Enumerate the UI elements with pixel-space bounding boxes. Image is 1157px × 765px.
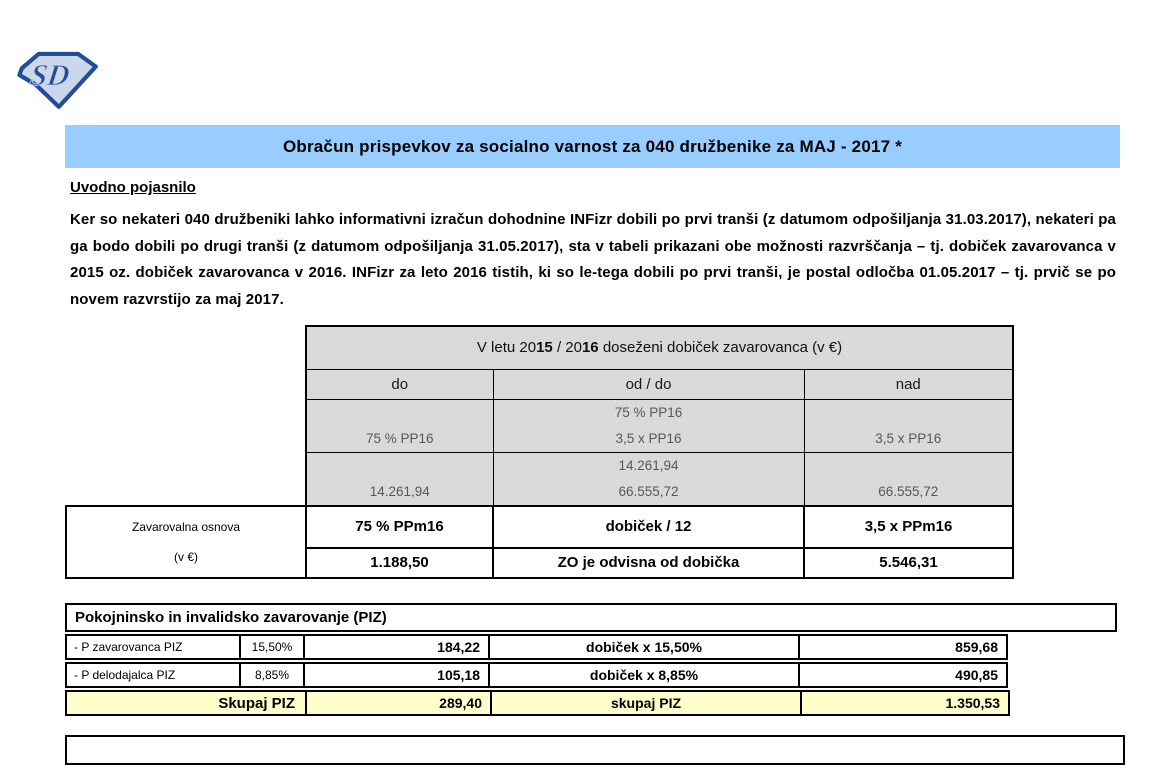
insurance-base-unit: (v €) xyxy=(174,549,198,564)
piz-total-amount2: 1.350,53 xyxy=(800,690,1010,716)
piz-row-label: - P zavarovanca PIZ xyxy=(65,634,241,660)
piz-total-label: Skupaj PIZ xyxy=(65,690,307,716)
spacer-cell xyxy=(66,452,306,506)
profit-table-title: V letu 2015 / 2016 doseženi dobiček zava… xyxy=(305,325,1014,370)
sd-shield-icon: SD xyxy=(17,51,98,109)
col-header-do: do xyxy=(305,368,494,400)
piz-row-formula: dobiček x 15,50% xyxy=(488,634,800,660)
base-formula-nad: 3,5 x PPm16 xyxy=(803,504,1014,549)
document-title-bar: Obračun prispevkov za socialno varnost z… xyxy=(65,125,1120,168)
piz-table-title: Pokojninsko in invalidsko zavarovanje (P… xyxy=(65,603,1117,632)
svg-text:SD: SD xyxy=(28,58,71,92)
spacer-cell xyxy=(66,326,306,369)
intro-paragraph: Ker so nekateri 040 družbeniki lahko inf… xyxy=(70,211,1116,308)
piz-row-zavarovanca: - P zavarovanca PIZ 15,50% 184,22 dobiče… xyxy=(65,634,1117,660)
company-logo: SD xyxy=(16,48,100,112)
base-formula-od-do: dobiček / 12 xyxy=(492,504,805,549)
piz-total-row: Skupaj PIZ 289,40 skupaj PIZ 1.350,53 xyxy=(65,690,1117,716)
pp-do-cell: 75 % PP16 xyxy=(305,398,494,453)
piz-row-rate: 8,85% xyxy=(239,662,305,688)
piz-row-amount2: 490,85 xyxy=(798,662,1008,688)
piz-row-rate: 15,50% xyxy=(239,634,305,660)
base-formula-do: 75 % PPm16 xyxy=(305,504,494,549)
piz-total-amount: 289,40 xyxy=(305,690,492,716)
spacer-cell xyxy=(66,369,306,399)
pp-od-value: 75 % PP16 xyxy=(614,404,683,420)
next-section-box xyxy=(65,735,1125,765)
insurance-base-label-cell: Zavarovalna osnova (v €) xyxy=(65,504,307,579)
document-title: Obračun prispevkov za socialno varnost z… xyxy=(282,136,903,156)
piz-table: Pokojninsko in invalidsko zavarovanje (P… xyxy=(65,603,1117,716)
piz-row-amount: 105,18 xyxy=(303,662,490,688)
pp-od-do-cell: 75 % PP16 3,5 x PP16 xyxy=(492,398,805,453)
piz-row-label: - P delodajalca PIZ xyxy=(65,662,241,688)
piz-total-formula: skupaj PIZ xyxy=(490,690,802,716)
pp-nad-cell: 3,5 x PP16 xyxy=(803,398,1014,453)
spacer-cell xyxy=(66,399,306,452)
profit-table-grid: V letu 2015 / 2016 doseženi dobiček zava… xyxy=(65,325,1014,579)
intro-heading: Uvodno pojasnilo xyxy=(70,179,196,196)
piz-row-amount: 184,22 xyxy=(303,634,490,660)
amount-do-value: 66.555,72 xyxy=(618,483,679,499)
piz-row-formula: dobiček x 8,85% xyxy=(488,662,800,688)
col-header-nad: nad xyxy=(803,368,1014,400)
piz-row-delodajalca: - P delodajalca PIZ 8,85% 105,18 dobiček… xyxy=(65,662,1117,688)
profit-table: V letu 2015 / 2016 doseženi dobiček zava… xyxy=(65,325,1014,579)
base-value-od-do: ZO je odvisna od dobička xyxy=(492,546,805,579)
amount-od-value: 14.261,94 xyxy=(618,457,679,473)
insurance-base-label: Zavarovalna osnova xyxy=(131,519,241,534)
piz-row-amount2: 859,68 xyxy=(798,634,1008,660)
amount-do-cell: 14.261,94 xyxy=(305,451,494,506)
col-header-od-do: od / do xyxy=(492,368,805,400)
base-value-nad: 5.546,31 xyxy=(803,546,1014,579)
amount-nad-cell: 66.555,72 xyxy=(803,451,1014,506)
pp-do-value: 3,5 x PP16 xyxy=(615,430,682,446)
amount-od-do-cell: 14.261,94 66.555,72 xyxy=(492,451,805,506)
base-value-do: 1.188,50 xyxy=(305,546,494,579)
